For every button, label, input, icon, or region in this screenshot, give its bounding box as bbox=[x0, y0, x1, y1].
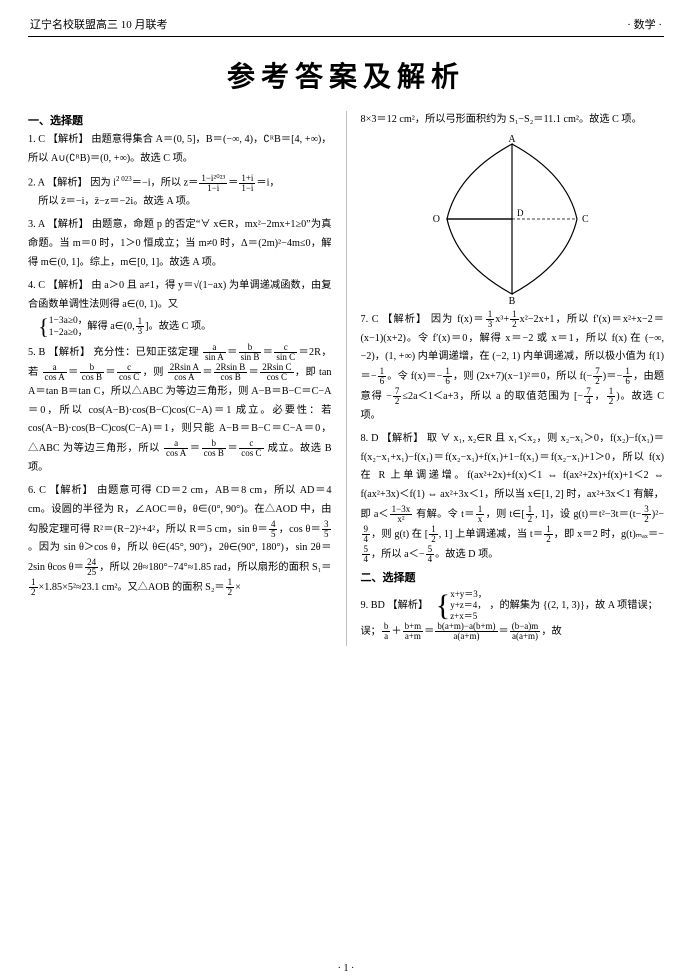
q9-t2: ，的解集为 {(2, 1, 3)}，故 A 项错误； bbox=[489, 600, 658, 611]
q3: 3. A 【解析】 由题意，命题 p 的否定“∀ x∈R，mx²−2mx+1≥0… bbox=[28, 216, 332, 273]
label-D: D bbox=[517, 208, 524, 218]
q5-t1: 5. B 【解析】 充分性：已知正弦定理 bbox=[28, 347, 202, 358]
q6-cont: 8×3＝12 cm²，所以弓形面积约为 S₁−S₂＝11.1 cm²。故选 C … bbox=[361, 111, 665, 130]
column-separator bbox=[346, 111, 347, 646]
q2-text3: ＝i， bbox=[256, 177, 279, 188]
brace-line2: 1−2a≥0， bbox=[49, 328, 88, 338]
q4-text2: 解得 a∈(0, bbox=[87, 318, 134, 337]
header-rule bbox=[28, 36, 664, 37]
q4: 4. C 【解析】 由 a＞0 且 a≠1，得 y＝√(1−ax) 为单调递减函… bbox=[28, 277, 332, 339]
q9-label: 9. BD 【解析】 bbox=[361, 600, 434, 611]
q1: 1. C 【解析】 由题意得集合 A＝(0, 5]，B＝(−∞, 4)，∁ᴿB＝… bbox=[28, 131, 332, 169]
frac: 13 bbox=[135, 317, 146, 336]
q2-cont: 所以 z̄＝−i，z̄−z＝−2i。故选 A 项。 bbox=[28, 193, 332, 212]
sys-l1: x+y＝3， bbox=[450, 589, 487, 599]
q6: 6. C 【解析】 由题意可得 CD＝2 cm，AB＝8 cm，所以 AD＝4 … bbox=[28, 482, 332, 598]
label-C: C bbox=[582, 214, 589, 225]
q8: 8. D 【解析】 取 ∀ x₁, x₂∈R 且 x₁＜x₂，则 x₂−x₁＞0… bbox=[361, 430, 665, 565]
brace-line1: 1−3a≥0， bbox=[49, 316, 88, 326]
q5: 5. B 【解析】 充分性：已知正弦定理 asin A＝bsin B＝csin … bbox=[28, 343, 332, 478]
label-B: B bbox=[509, 296, 516, 304]
right-column: 8×3＝12 cm²，所以弓形面积约为 S₁−S₂＝11.1 cm²。故选 C … bbox=[361, 111, 665, 646]
q2-eq: ＝ bbox=[228, 177, 238, 188]
section-heading-1: 一、选择题 bbox=[28, 111, 332, 131]
two-columns: 一、选择题 1. C 【解析】 由题意得集合 A＝(0, 5]，B＝(−∞, 4… bbox=[28, 111, 664, 646]
q9: 9. BD 【解析】 { x+y＝3， y+z＝4， z+x＝5 ，的解集为 {… bbox=[361, 589, 665, 642]
sys-l2: y+z＝4， bbox=[450, 600, 486, 610]
page-footer: · 1 · bbox=[0, 963, 692, 974]
page: 辽宁名校联盟高三 10 月联考 · 数学 · 参考答案及解析 一、选择题 1. … bbox=[0, 0, 692, 980]
q4-text3: ]。故选 C 项。 bbox=[145, 318, 211, 337]
q4-text: 4. C 【解析】 由 a＞0 且 a≠1，得 y＝√(1−ax) 为单调递减函… bbox=[28, 280, 332, 310]
brace-icon: { bbox=[436, 594, 450, 618]
frac: 1+i1−i bbox=[238, 174, 256, 193]
page-header: 辽宁名校联盟高三 10 月联考 · 数学 · bbox=[28, 16, 664, 34]
q7: 7. C 【解析】 因为 f(x)＝13x³+12x²−2x+1，所以 f′(x… bbox=[361, 310, 665, 426]
header-right: · 数学 · bbox=[627, 16, 662, 32]
q2: 2. A 【解析】 因为 i2 023＝−i，所以 z＝1−i²⁰²³1−i＝1… bbox=[28, 173, 332, 212]
header-left: 辽宁名校联盟高三 10 月联考 bbox=[30, 16, 168, 32]
page-title: 参考答案及解析 bbox=[28, 55, 664, 95]
frac: 1−i²⁰²³1−i bbox=[198, 174, 228, 193]
q2-text2: ＝−i，所以 z＝ bbox=[132, 177, 199, 188]
lens-diagram: A B O C D bbox=[422, 134, 602, 304]
q2-text: 2. A 【解析】 因为 i bbox=[28, 177, 116, 188]
brace-icon: { bbox=[38, 317, 49, 337]
sys-l3: z+x＝5 bbox=[450, 611, 477, 621]
section-heading-2: 二、选择题 bbox=[361, 568, 665, 588]
label-O: O bbox=[433, 214, 440, 225]
left-column: 一、选择题 1. C 【解析】 由题意得集合 A＝(0, 5]，B＝(−∞, 4… bbox=[28, 111, 332, 646]
label-A: A bbox=[509, 134, 517, 145]
